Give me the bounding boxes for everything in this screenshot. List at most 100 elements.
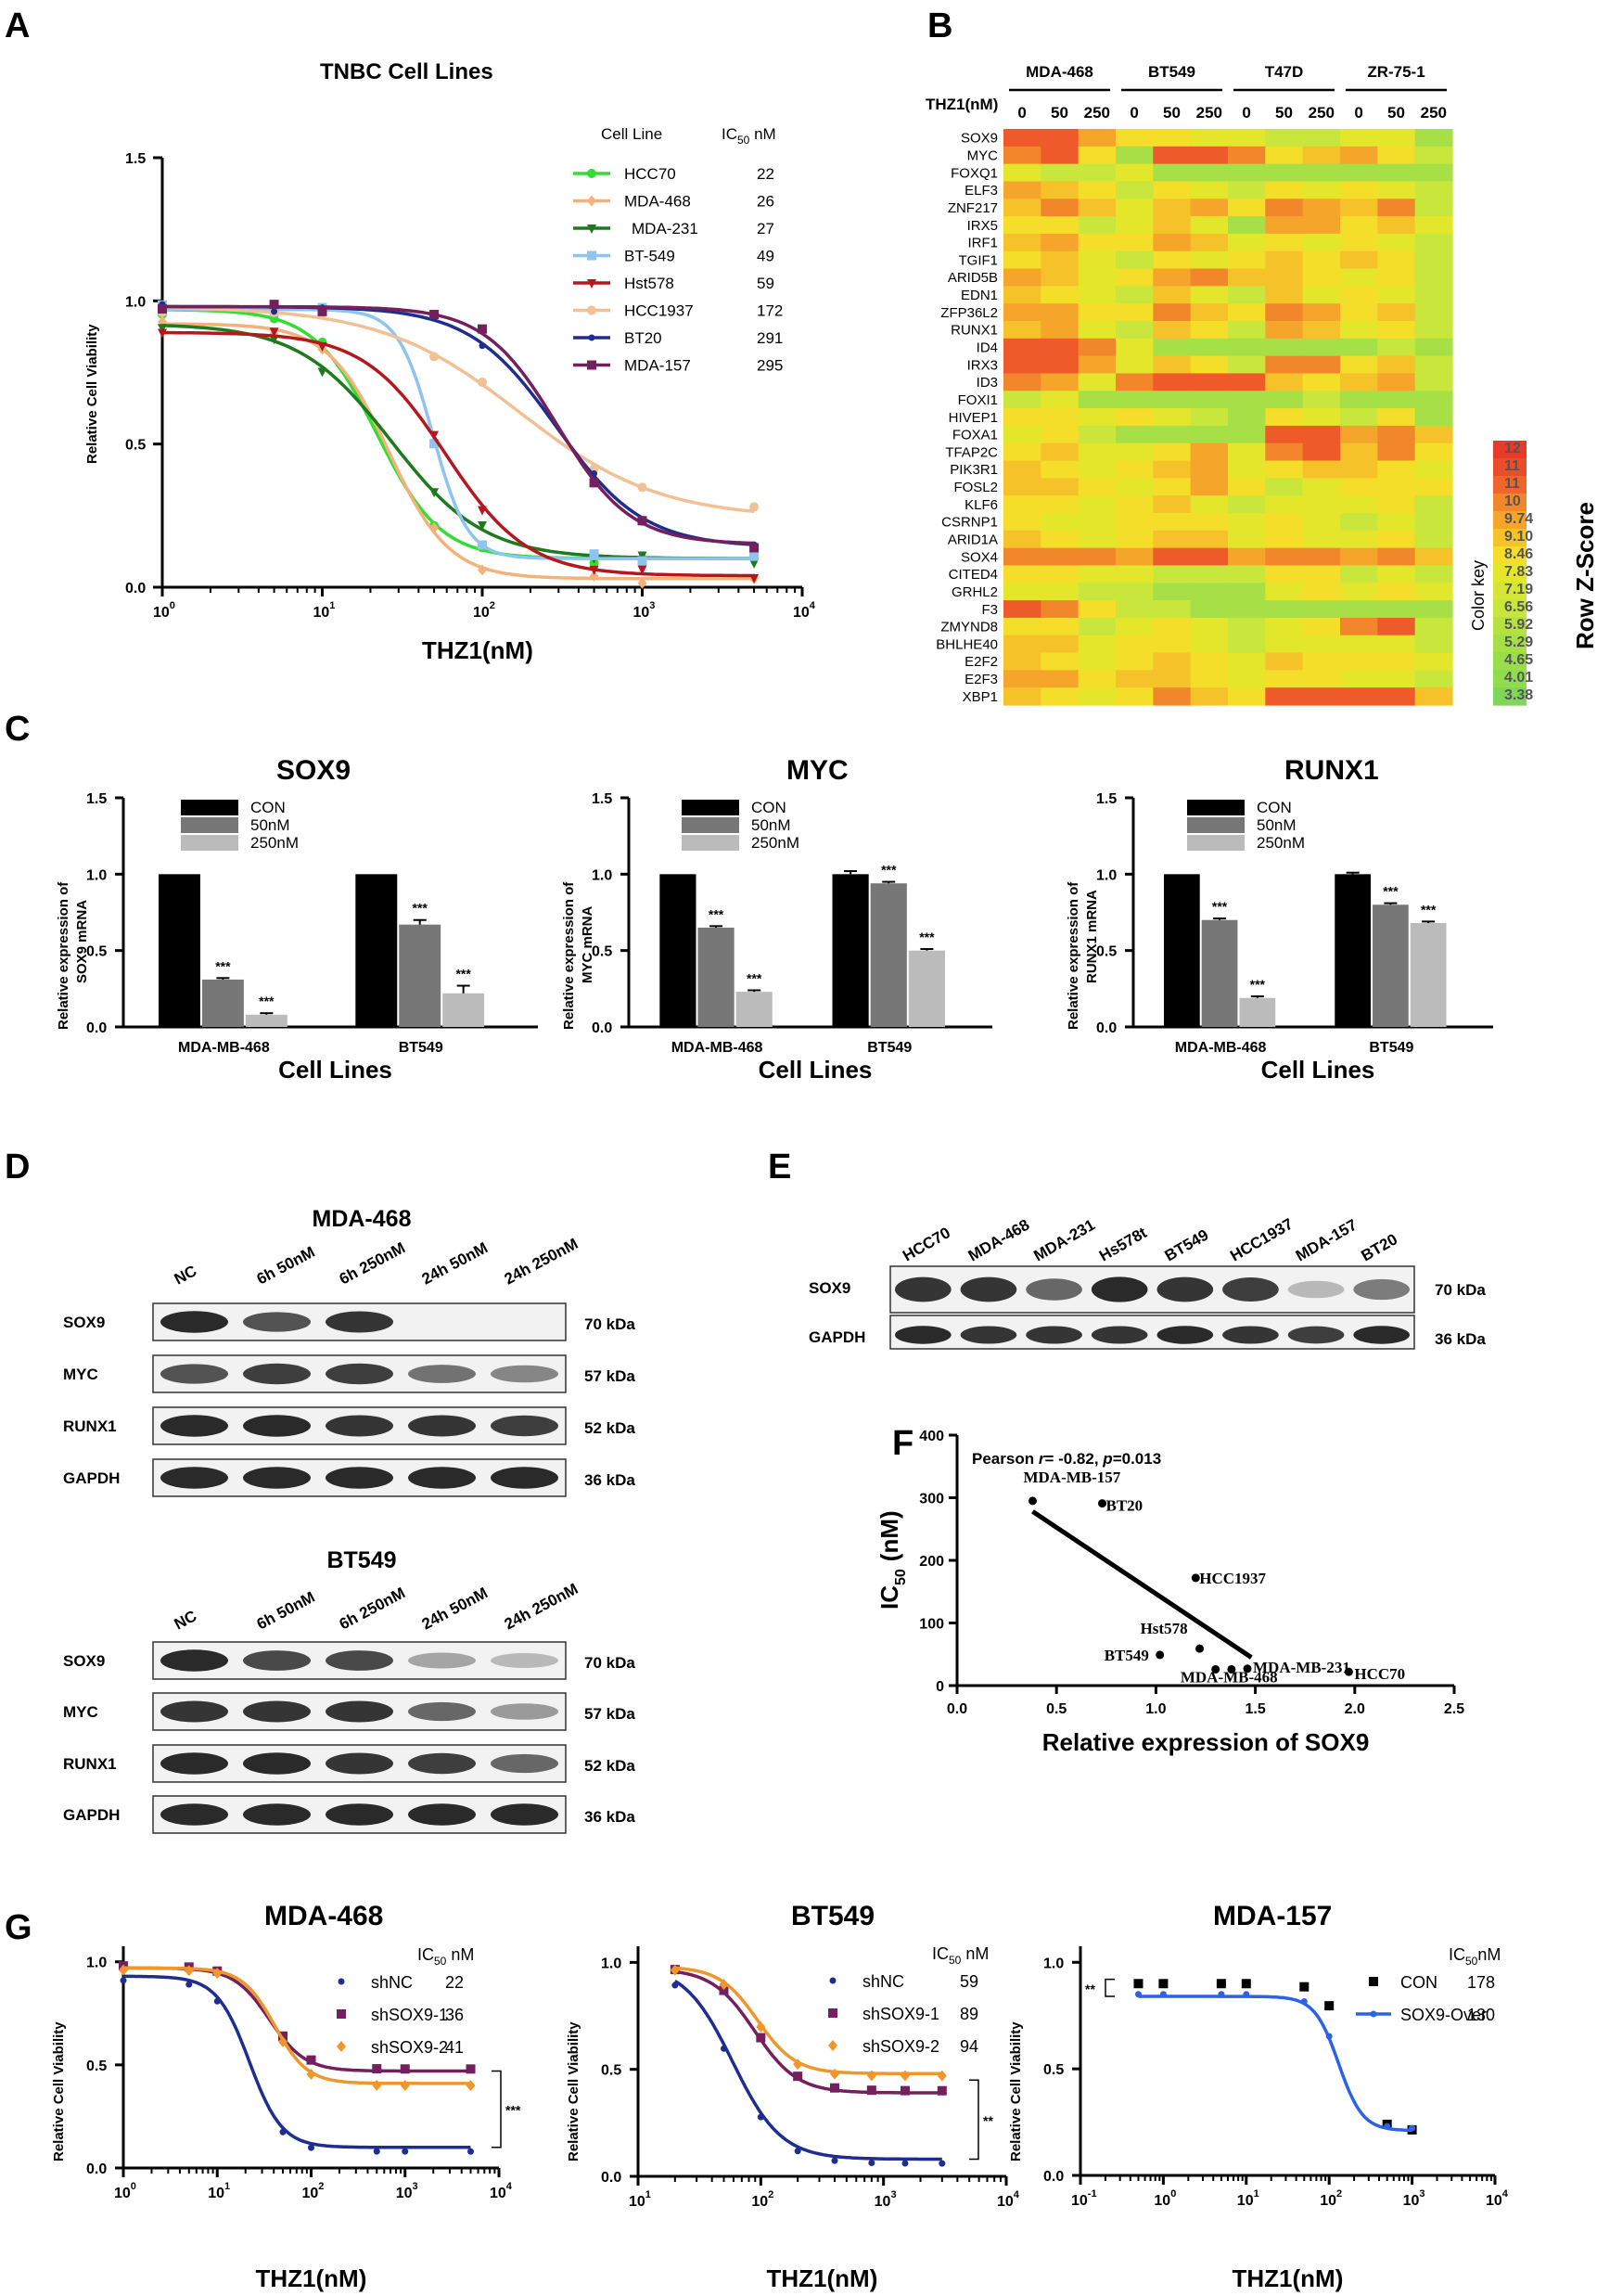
bar-250nM — [735, 992, 773, 1027]
legend-label: 50nM — [1257, 816, 1297, 834]
heatmap-cell — [1190, 338, 1229, 357]
heatmap-cell — [1078, 617, 1117, 636]
heatmap-cell — [1116, 355, 1154, 375]
category-label: MDA-MB-468 — [178, 1040, 270, 1056]
heatmap-cell — [1340, 216, 1378, 235]
data-point — [402, 2148, 409, 2155]
bar-250nM — [1239, 997, 1276, 1027]
color-key-cell — [1493, 529, 1527, 547]
data-point — [158, 324, 167, 334]
dose-label: 250 — [1309, 104, 1335, 122]
heatmap-cell — [1265, 565, 1304, 584]
legend-swatch — [181, 800, 238, 815]
heatmap-cell — [1340, 460, 1378, 479]
legend-label: 50nM — [751, 816, 791, 834]
bar-50nM — [201, 979, 244, 1027]
significance-label: *** — [1421, 902, 1437, 917]
heatmap-cell — [1302, 303, 1341, 322]
x-tick-exponent: 4 — [506, 2181, 513, 2192]
heatmap-cell — [1078, 286, 1117, 304]
scatter-point — [1211, 1664, 1220, 1674]
heatmap-cell — [1078, 670, 1117, 688]
heatmap-cell — [1302, 478, 1341, 496]
data-point — [868, 2159, 875, 2166]
group-label: ZR-75-1 — [1367, 63, 1425, 81]
heatmap-cell — [1153, 181, 1192, 199]
heatmap-cell — [1228, 355, 1266, 375]
heatmap-cell — [1116, 163, 1154, 183]
panel-letter-d: D — [5, 1148, 30, 1186]
blot-band — [1222, 1326, 1279, 1344]
blot-band — [160, 1700, 228, 1723]
data-point — [794, 2148, 801, 2155]
legend-label: 50nM — [250, 816, 290, 834]
heatmap-cell — [1041, 495, 1080, 514]
heatmap-cell — [1302, 233, 1341, 252]
legend-swatch — [1187, 800, 1245, 815]
dose-label: 50 — [1051, 104, 1068, 122]
heatmap-cell — [1228, 565, 1266, 584]
heatmap-cell — [1078, 513, 1117, 532]
heatmap-cell — [1153, 547, 1192, 567]
x-axis-label: Cell Lines — [759, 1056, 873, 1084]
legend-ic50: 36 — [445, 2006, 464, 2024]
x-tick-exponent: 3 — [890, 2189, 896, 2200]
heatmap-cell — [1302, 547, 1341, 567]
legend-marker — [1369, 1977, 1378, 1986]
data-point — [269, 300, 279, 310]
heatmap-cell — [1302, 530, 1341, 549]
y-tick-label: 0.5 — [1096, 944, 1117, 960]
heatmap-cell — [1190, 233, 1229, 252]
heatmap-cell — [1116, 443, 1154, 462]
data-point — [1159, 1991, 1167, 1998]
curve-Hst578 — [161, 330, 755, 578]
heatmap-cell — [1228, 250, 1266, 270]
heatmap-cell — [1302, 181, 1341, 199]
heatmap-cell — [1041, 617, 1080, 636]
bar-250nM — [908, 950, 945, 1027]
y-axis-label-sub: 50 — [893, 1569, 909, 1585]
heatmap-cell — [1003, 687, 1041, 706]
x-tick-label: 102 — [473, 600, 495, 621]
color-key-value: 12 — [1504, 441, 1521, 456]
x-tick-exponent: 2 — [768, 2189, 773, 2200]
data-point — [308, 2144, 314, 2151]
legend-swatch — [181, 817, 238, 833]
gene-label: ID4 — [977, 340, 998, 355]
heatmap-cell — [1003, 652, 1041, 671]
heatmap-cell — [1377, 495, 1416, 514]
heatmap-cell — [1116, 635, 1154, 654]
blot-band — [960, 1276, 1017, 1302]
row-z-score-label: Row Z-Score — [1571, 502, 1597, 649]
data-point — [158, 328, 167, 339]
blot-band — [326, 1467, 393, 1489]
heatmap-cell — [1003, 530, 1041, 549]
legend-header-ic: IC50 nM — [722, 125, 776, 147]
data-point — [317, 367, 327, 378]
bar-250nM — [442, 993, 485, 1027]
legend-label: MDA-157 — [624, 357, 691, 375]
data-point — [271, 308, 278, 315]
blot-band — [243, 1312, 311, 1332]
color-key-value: 7.83 — [1504, 564, 1533, 580]
dose-label: 0 — [1354, 104, 1362, 122]
heatmap-cell — [1265, 443, 1304, 462]
x-tick-label: 102 — [751, 2189, 773, 2210]
heatmap-cell — [1340, 687, 1378, 706]
heatmap-cell — [1116, 478, 1154, 496]
heatmap-cell — [1414, 163, 1453, 183]
heatmap-cell — [1265, 286, 1304, 304]
heatmap-cell — [1153, 216, 1192, 235]
heatmap-cell — [1190, 583, 1229, 601]
y-tick-label: 200 — [919, 1554, 944, 1570]
heatmap-cell — [1003, 268, 1041, 287]
legend-ic50: 94 — [960, 2037, 978, 2056]
data-point — [306, 2055, 316, 2065]
heatmap-cell — [1041, 355, 1080, 375]
heatmap-cell — [1190, 652, 1229, 671]
data-point — [184, 1965, 194, 1977]
significance-label: *** — [747, 970, 762, 985]
heatmap-cell — [1078, 635, 1117, 654]
legend-label: SOX9-Over — [1400, 2006, 1487, 2024]
blot-band — [326, 1650, 393, 1671]
